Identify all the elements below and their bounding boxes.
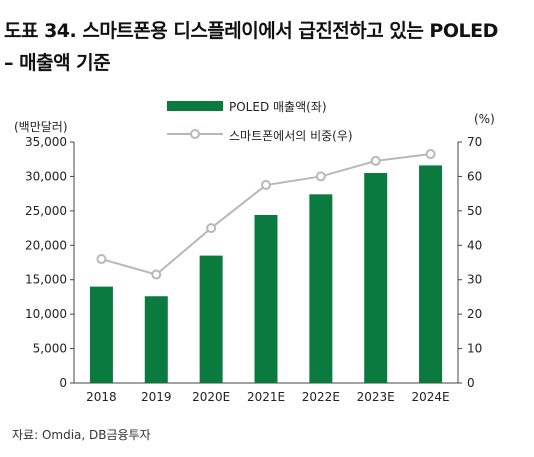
right-tick-label: 60 (467, 169, 482, 183)
share-point-2024E (425, 149, 436, 160)
share-point-2021E (261, 180, 271, 191)
share-point-2022E (315, 171, 326, 182)
left-tick-label: 35,000 (25, 135, 67, 149)
bar-2019 (144, 296, 168, 383)
share-point-2020E (206, 223, 217, 234)
right-tick-label: 40 (467, 238, 482, 252)
x-tick-label: 2018 (86, 390, 117, 404)
right-tick-label: 50 (467, 204, 482, 218)
share-point-2019 (151, 269, 162, 280)
chart-subtitle: – 매출액 기준 (4, 52, 111, 74)
share-point-2023E (370, 155, 381, 166)
right-tick-label: 70 (467, 135, 482, 149)
right-tick-label: 0 (467, 376, 475, 390)
legend-bar-swatch (167, 101, 223, 111)
chart-title: 도표 34. 스마트폰용 디스플레이에서 급진전하고 있는 POLED (4, 20, 498, 42)
left-tick-label: 10,000 (25, 307, 67, 321)
share-point-2018 (96, 254, 107, 265)
legend-bar-label: POLED 매출액(좌) (229, 100, 327, 114)
bar-2024E (419, 165, 443, 383)
x-tick-label: 2020E (192, 390, 230, 404)
x-tick-label: 2021E (247, 390, 285, 404)
left-tick-label: 30,000 (25, 169, 67, 183)
bar-2021E (254, 214, 278, 383)
left-tick-label: 5,000 (33, 342, 67, 356)
x-tick-label: 2023E (357, 390, 395, 404)
bar-2022E (309, 194, 333, 383)
bar-2020E (199, 255, 223, 383)
x-tick-label: 2022E (302, 390, 340, 404)
left-tick-label: 0 (59, 376, 67, 390)
right-axis-unit: (%) (474, 112, 495, 126)
right-tick-label: 30 (467, 273, 482, 287)
x-tick-label: 2019 (141, 390, 172, 404)
legend-line-label: 스마트폰에서의 비중(우) (229, 129, 353, 143)
source-note: 자료: Omdia, DB금융투자 (12, 428, 151, 442)
right-tick-label: 10 (467, 342, 482, 356)
bar-2018 (89, 286, 113, 383)
legend-line-swatch (167, 129, 223, 139)
bar-2023E (364, 172, 388, 383)
left-tick-label: 25,000 (25, 204, 67, 218)
left-axis-unit: (백만달러) (14, 120, 68, 134)
right-tick-label: 20 (467, 307, 482, 321)
left-tick-label: 20,000 (25, 238, 67, 252)
x-tick-label: 2024E (412, 390, 450, 404)
left-tick-label: 15,000 (25, 273, 67, 287)
